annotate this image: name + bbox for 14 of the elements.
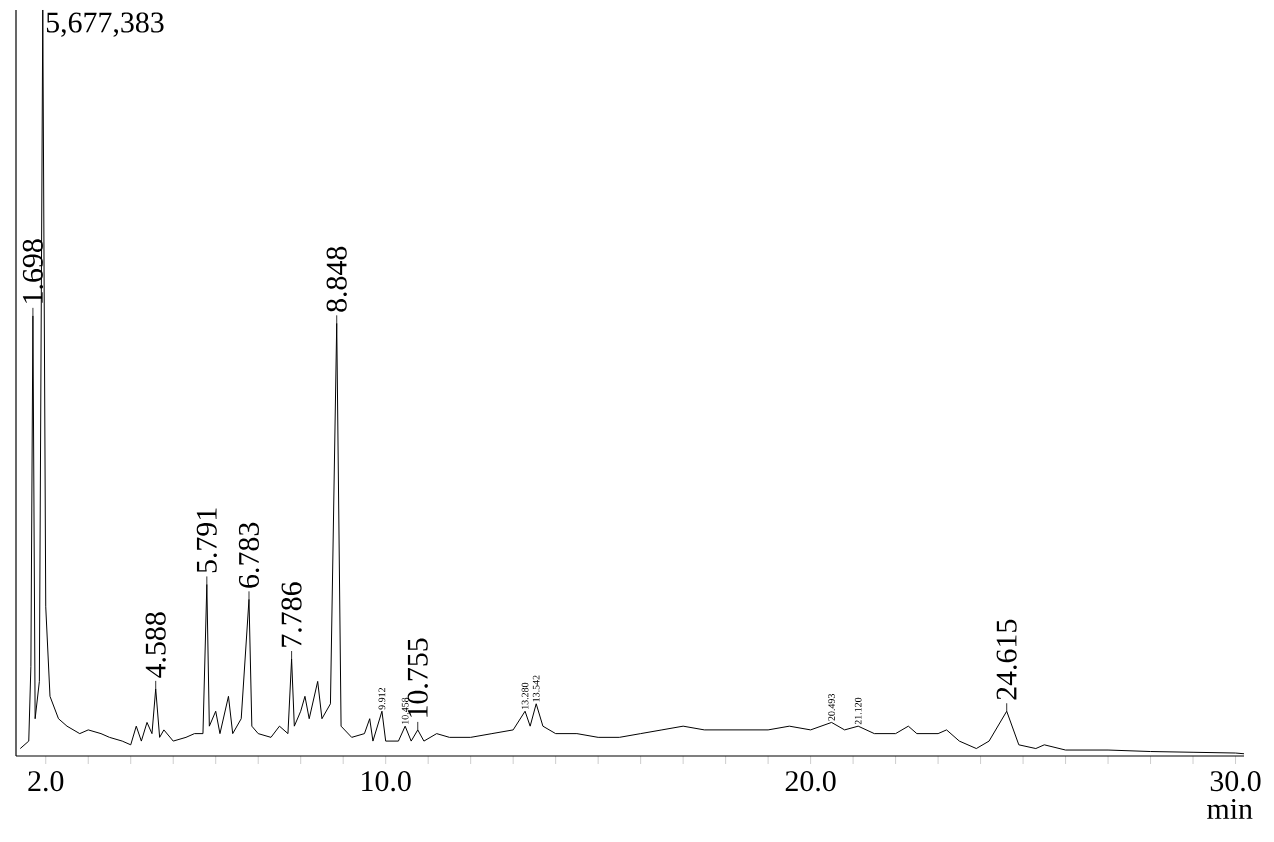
annotation: 6.783 <box>238 522 260 588</box>
annotation: 1.698 <box>22 239 44 303</box>
annotation: 5.791 <box>196 508 217 573</box>
annotation: 7.786 <box>281 582 302 647</box>
annotation: 5,677,383 <box>46 12 164 37</box>
x-axis-title: min <box>1207 799 1253 819</box>
annotation: 4.588 <box>145 612 166 678</box>
x-tick-label: 20.0 <box>785 771 836 792</box>
annotation: 10.755 <box>407 638 428 717</box>
x-tick-label: 30.0 <box>1210 771 1261 792</box>
annotation: 24.615 <box>996 619 1017 700</box>
x-tick-label: 10.0 <box>362 771 411 792</box>
x-tick-label: 2.0 <box>28 771 64 792</box>
annotation: 8.848 <box>326 246 347 312</box>
